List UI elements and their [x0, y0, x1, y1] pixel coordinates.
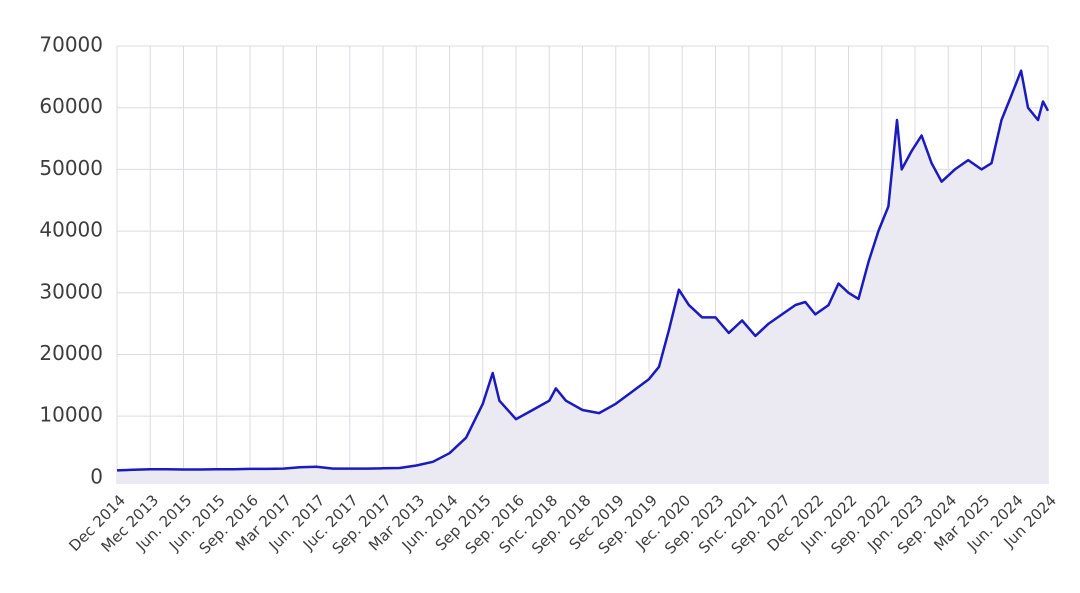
y-tick-label: 70000 [39, 33, 103, 57]
y-tick-label: 0 [90, 464, 103, 488]
line [116, 69, 1050, 472]
area-fill [117, 70, 1048, 484]
y-tick-label: 30000 [39, 279, 103, 303]
y-tick-label: 50000 [39, 156, 103, 180]
y-tick-label: 10000 [39, 403, 103, 427]
y-tick-label: 40000 [39, 218, 103, 242]
y-tick-label: 20000 [39, 341, 103, 365]
y-tick-label: 60000 [39, 94, 103, 118]
